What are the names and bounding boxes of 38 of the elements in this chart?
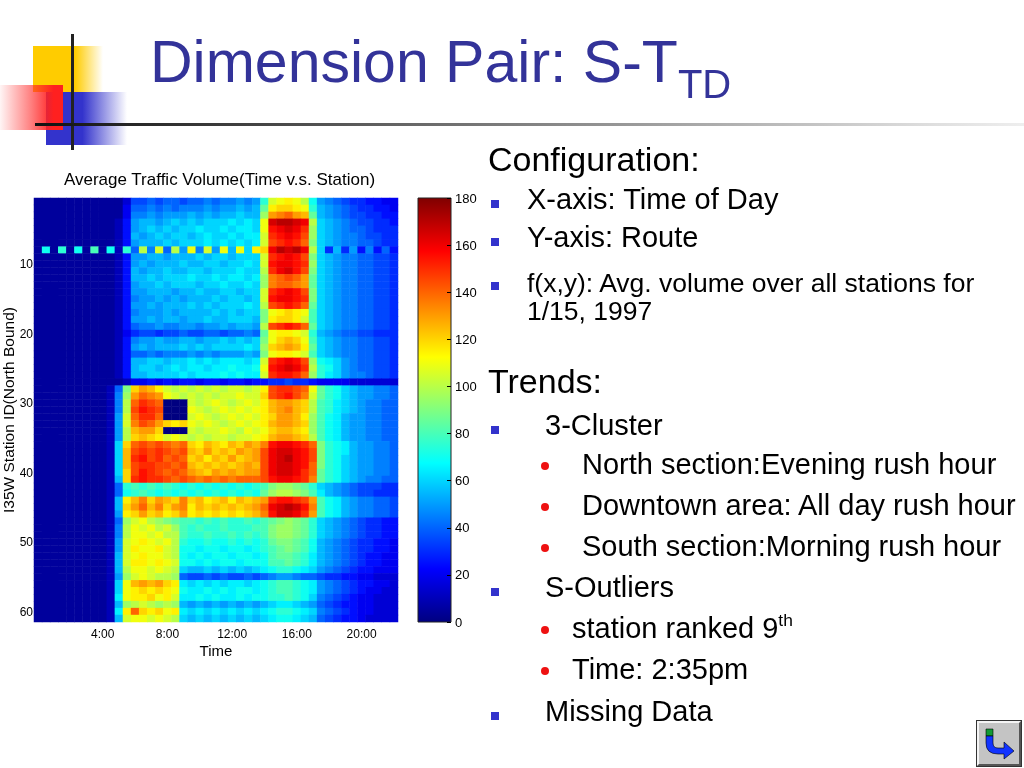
y-tick-label: 40: [19, 465, 34, 480]
text: 3-Cluster: [545, 408, 663, 444]
text: X-axis: Time of Day: [527, 182, 779, 218]
color-bar-label: 20: [455, 567, 470, 583]
text: North section:Evening rush hour: [582, 447, 997, 483]
text: f(x,y): Avg. volume over all stations for 1/15, 1997: [527, 267, 976, 326]
x-tick-label: 12:00: [217, 627, 248, 641]
text: Configuration:: [488, 138, 700, 180]
color-bar-label: 180: [455, 190, 477, 206]
text: South section:Morning rush hour: [582, 529, 1002, 565]
x-tick-label: 20:00: [346, 627, 377, 641]
text: Trends:: [488, 360, 603, 402]
x-axis-title: Time: [199, 642, 233, 659]
text: station ranked 9$^{th}$: [572, 610, 793, 647]
text: Downtown area: All day rush hour: [582, 488, 1016, 524]
color-bar-label: 0: [455, 614, 463, 630]
color-bar-label: 100: [455, 378, 477, 394]
y-tick-label: 30: [19, 396, 34, 411]
text: Time: 2:35pm: [572, 652, 749, 688]
x-tick-label: 16:00: [281, 627, 313, 641]
x-tick-label: 8:00: [155, 627, 180, 641]
color-bar-label: 140: [455, 284, 477, 300]
color-bar-label: 120: [455, 331, 477, 347]
color-bar-label: 80: [455, 426, 470, 442]
color-bar-label: 40: [455, 520, 470, 536]
y-tick-label: 20: [19, 326, 34, 341]
y-axis-title: I35W Station ID(North Bound): [0, 307, 17, 513]
text: S-Outliers: [545, 570, 674, 606]
y-tick-label: 10: [19, 257, 34, 272]
chart-subtitle: Average Traffic Volume(Time v.s. Station): [63, 170, 376, 189]
y-tick-label: 60: [19, 604, 34, 619]
x-tick-label: 4:00: [91, 627, 115, 641]
color-bar-label: 160: [455, 237, 477, 253]
text: Missing Data: [545, 694, 713, 730]
chart-title: Dimension Pair: S-T$_{TD}$: [150, 29, 732, 106]
text: Y-axis: Route: [527, 220, 699, 256]
y-tick-label: 50: [19, 535, 34, 550]
color-bar-label: 60: [455, 473, 470, 489]
